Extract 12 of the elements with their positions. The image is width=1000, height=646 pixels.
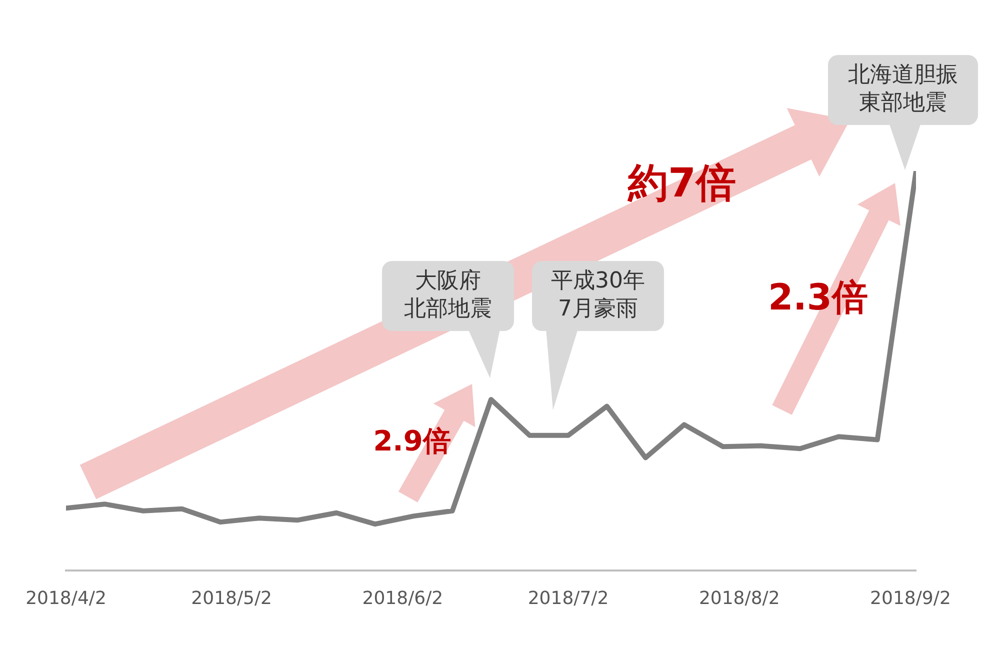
annotation: 約7倍 — [627, 160, 736, 206]
x-tick-label: 2018/4/2 — [26, 588, 106, 609]
x-tick-label: 2018/9/2 — [870, 588, 951, 609]
x-tick-label: 2018/6/2 — [362, 588, 444, 609]
text: 北海道胆振東部地震 — [848, 62, 958, 116]
x-tick-label: 2018/8/2 — [698, 588, 780, 609]
annotation: 大阪府北部地震 — [404, 268, 492, 322]
x-tick-label: 2018/7/2 — [528, 588, 609, 609]
x-tick-label: 2018/5/2 — [191, 588, 272, 609]
annotation: 2.9倍 — [373, 424, 451, 458]
annotation: 平成30年7月豪雨 — [551, 268, 645, 322]
annotation: 2.3倍 — [768, 277, 868, 318]
